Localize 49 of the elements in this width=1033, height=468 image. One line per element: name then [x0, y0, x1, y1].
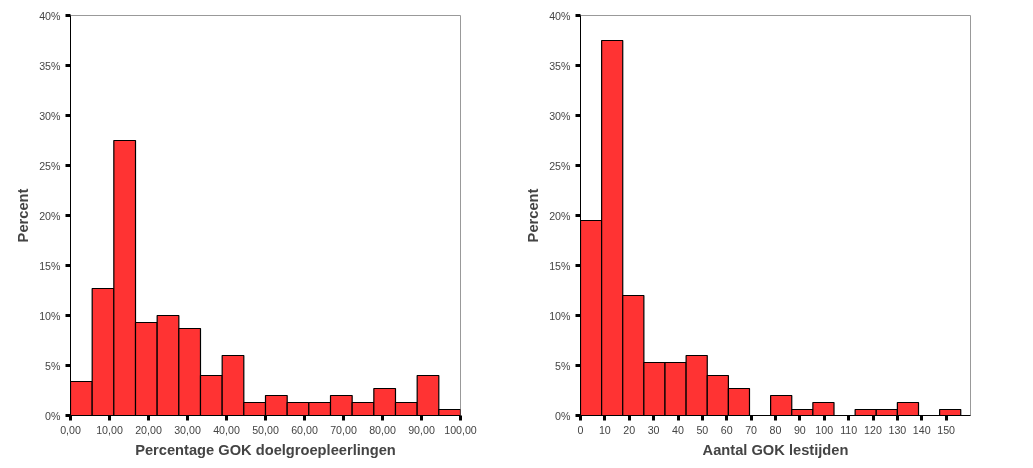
y-tick-label: 40% — [39, 9, 62, 22]
y-tick-label: 15% — [39, 259, 62, 272]
x-tick-label: 50,00 — [252, 423, 279, 436]
y-tick-label: 35% — [39, 59, 62, 72]
x-tick-label: 20,00 — [135, 423, 162, 436]
y-tick-label: 10% — [549, 309, 572, 322]
y-tick-label: 0% — [45, 409, 62, 422]
x-tick-label: 90 — [793, 423, 806, 436]
x-tick-label: 130 — [888, 423, 907, 436]
x-tick-label: 90,00 — [408, 423, 435, 436]
y-tick-label: 0% — [555, 409, 572, 422]
y-axis-title: Percent — [525, 188, 542, 243]
x-tick-label: 10 — [598, 423, 611, 436]
y-tick-label: 20% — [39, 209, 62, 222]
x-tick-label: 100,00 — [444, 423, 477, 436]
y-tick-label: 25% — [39, 159, 62, 172]
y-tick-label: 5% — [45, 359, 62, 372]
x-tick-label: 150 — [937, 423, 956, 436]
x-tick-label: 20 — [623, 423, 636, 436]
x-tick-label: 30 — [647, 423, 660, 436]
y-axis-title: Percent — [15, 188, 32, 243]
x-tick-label: 80,00 — [369, 423, 396, 436]
y-tick-label: 15% — [549, 259, 572, 272]
x-tick-label: 60 — [720, 423, 733, 436]
x-tick-label: 120 — [864, 423, 882, 436]
x-tick-label: 70 — [745, 423, 758, 436]
x-tick-label: 110 — [840, 423, 858, 436]
x-tick-label: 80 — [769, 423, 782, 436]
y-tick-label: 5% — [555, 359, 572, 372]
x-tick-label: 140 — [912, 423, 931, 436]
x-tick-label: 40 — [672, 423, 684, 436]
y-tick-label: 25% — [549, 159, 572, 172]
y-tick-label: 40% — [549, 9, 572, 22]
x-tick-label: 10,00 — [96, 423, 123, 436]
x-axis-title: Percentage GOK doelgroepleerlingen — [135, 441, 396, 458]
x-tick-label: 30,00 — [174, 423, 201, 436]
x-axis-title: Aantal GOK lestijden — [702, 441, 849, 458]
x-tick-label: 0 — [577, 423, 584, 436]
x-tick-label: 60,00 — [291, 423, 318, 436]
y-tick-label: 10% — [39, 309, 62, 322]
y-tick-label: 30% — [549, 109, 572, 122]
x-tick-label: 40,00 — [213, 423, 240, 436]
x-tick-label: 100 — [815, 423, 834, 436]
x-tick-label: 50 — [696, 423, 709, 436]
y-tick-label: 30% — [39, 109, 62, 122]
y-tick-label: 35% — [549, 59, 572, 72]
x-tick-label: 70,00 — [330, 423, 357, 436]
y-tick-label: 20% — [549, 209, 572, 222]
x-tick-label: 0,00 — [60, 423, 81, 436]
